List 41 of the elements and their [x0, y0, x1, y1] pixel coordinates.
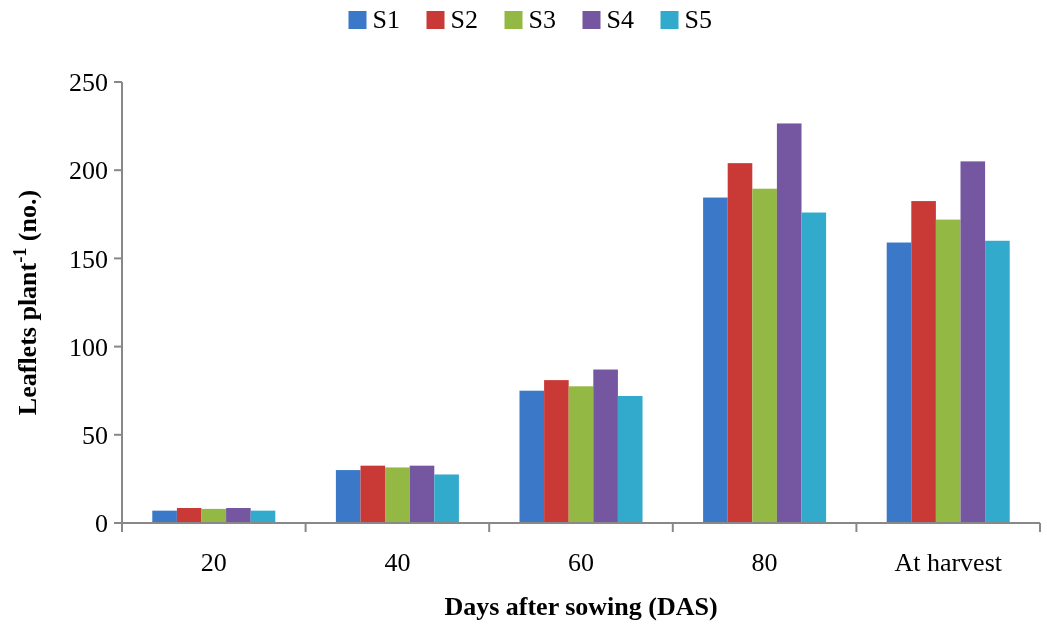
- bar: [617, 395, 643, 523]
- x-tick-label: At harvest: [894, 548, 1003, 577]
- bar: [152, 510, 177, 523]
- legend-label: S3: [528, 5, 556, 34]
- bar: [201, 508, 227, 523]
- y-tick-label: 200: [69, 156, 108, 186]
- legend-label: S2: [450, 5, 478, 34]
- bar: [519, 390, 545, 523]
- x-tick-label: 60: [568, 548, 594, 577]
- y-tick-label: 100: [69, 332, 108, 362]
- legend-label: S1: [372, 5, 400, 34]
- bar: [226, 508, 251, 523]
- bar: [911, 201, 936, 523]
- x-tick-label: 20: [200, 548, 227, 577]
- legend-label: S5: [684, 5, 712, 34]
- y-tick-label: 150: [69, 244, 108, 274]
- bar: [434, 474, 459, 523]
- bar: [801, 212, 827, 523]
- bar: [568, 386, 594, 523]
- bar: [335, 470, 361, 523]
- x-tick-label: 40: [384, 548, 411, 577]
- bar: [727, 163, 753, 523]
- bar: [776, 123, 802, 523]
- y-tick-label: 50: [82, 420, 108, 450]
- x-tick-label: 80: [751, 548, 778, 577]
- bar: [360, 465, 386, 523]
- bar: [176, 508, 202, 523]
- bar: [409, 465, 435, 523]
- y-tick-label: 250: [69, 68, 108, 98]
- legend-label: S4: [606, 5, 634, 34]
- bar: [703, 197, 728, 523]
- bar: [886, 242, 912, 523]
- bar: [985, 240, 1010, 523]
- x-axis-title: Days after sowing (DAS): [444, 592, 718, 621]
- bar: [385, 467, 410, 523]
- bar: [960, 161, 986, 523]
- bar: [752, 188, 777, 523]
- bar: [593, 369, 618, 523]
- y-tick-label: 0: [95, 509, 108, 539]
- bar: [935, 219, 961, 523]
- bar: [544, 380, 569, 523]
